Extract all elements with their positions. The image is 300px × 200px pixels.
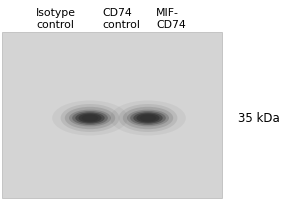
Ellipse shape — [72, 111, 108, 125]
Ellipse shape — [140, 114, 156, 121]
Ellipse shape — [123, 107, 173, 129]
Ellipse shape — [133, 112, 163, 124]
Text: CD74: CD74 — [156, 20, 186, 30]
Ellipse shape — [69, 110, 111, 126]
Ellipse shape — [65, 107, 115, 129]
Ellipse shape — [61, 104, 119, 132]
Ellipse shape — [130, 111, 166, 125]
Text: Isotype: Isotype — [36, 8, 76, 18]
Text: control: control — [36, 20, 74, 30]
Ellipse shape — [75, 112, 105, 124]
Ellipse shape — [78, 113, 101, 123]
Ellipse shape — [118, 104, 177, 132]
Ellipse shape — [136, 113, 160, 123]
Text: control: control — [102, 20, 140, 30]
Ellipse shape — [110, 100, 186, 136]
Ellipse shape — [127, 110, 169, 126]
Text: CD74: CD74 — [102, 8, 132, 18]
Text: 35 kDa: 35 kDa — [238, 112, 280, 124]
Ellipse shape — [82, 114, 98, 121]
Ellipse shape — [52, 100, 128, 136]
Bar — [2, 32, 222, 198]
Text: MIF-: MIF- — [156, 8, 179, 18]
